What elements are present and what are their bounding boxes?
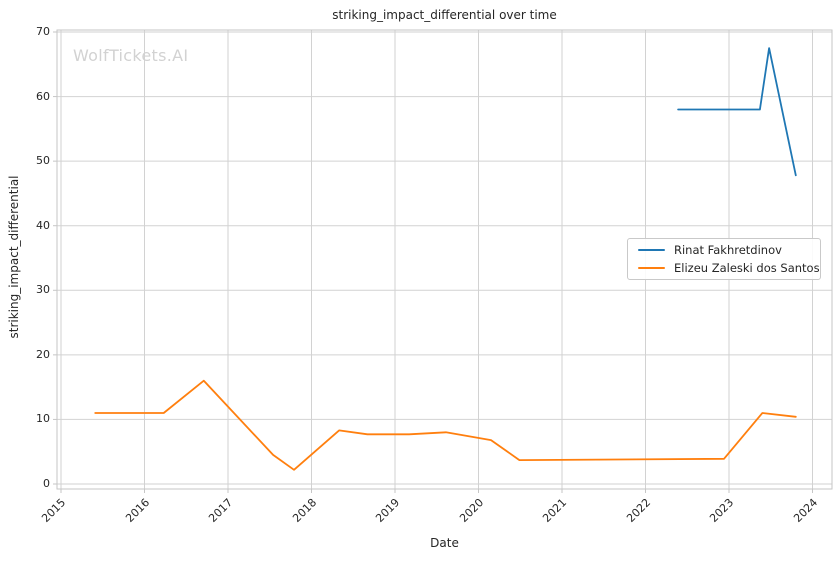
y-axis-label: striking_impact_differential: [7, 175, 21, 339]
chart-title: striking_impact_differential over time: [332, 8, 557, 22]
y-tick-label: 10: [36, 412, 50, 426]
watermark: WolfTickets.AI: [73, 46, 189, 65]
legend-label: Rinat Fakhretdinov: [674, 243, 782, 257]
x-axis-label: Date: [430, 536, 459, 550]
legend-line-swatch-icon: [638, 248, 665, 252]
y-tick-label: 0: [43, 477, 50, 490]
legend-line-swatch-icon: [638, 266, 665, 270]
series-line-1: [94, 379, 797, 471]
legend-item: Rinat Fakhretdinov: [628, 241, 820, 259]
y-tick-label: 40: [36, 218, 50, 232]
y-tick-label: 60: [36, 89, 50, 103]
plot-border: [56, 29, 833, 490]
series-line-0: [677, 47, 797, 177]
y-tick-label: 50: [36, 154, 50, 168]
y-tick-label: 30: [36, 283, 50, 297]
legend-label: Elizeu Zaleski dos Santos: [674, 261, 820, 275]
y-tick-label: 20: [36, 347, 50, 361]
y-tick-label: 70: [36, 25, 50, 38]
legend: Rinat Fakhretdinov Elizeu Zaleski dos Sa…: [627, 238, 821, 280]
legend-item: Elizeu Zaleski dos Santos: [628, 259, 820, 277]
